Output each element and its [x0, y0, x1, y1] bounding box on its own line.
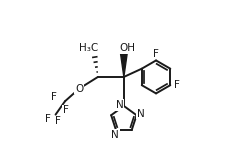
Text: F: F — [55, 116, 61, 126]
Text: N: N — [116, 100, 123, 110]
Text: H₃C: H₃C — [78, 43, 98, 53]
Text: F: F — [51, 92, 57, 102]
Polygon shape — [120, 53, 127, 77]
Text: OH: OH — [119, 43, 135, 53]
Text: F: F — [45, 114, 51, 124]
Text: N: N — [111, 130, 119, 140]
Text: N: N — [137, 109, 145, 119]
Text: F: F — [174, 80, 180, 90]
Text: O: O — [75, 84, 83, 94]
Text: F: F — [153, 49, 159, 59]
Text: F: F — [63, 105, 69, 115]
